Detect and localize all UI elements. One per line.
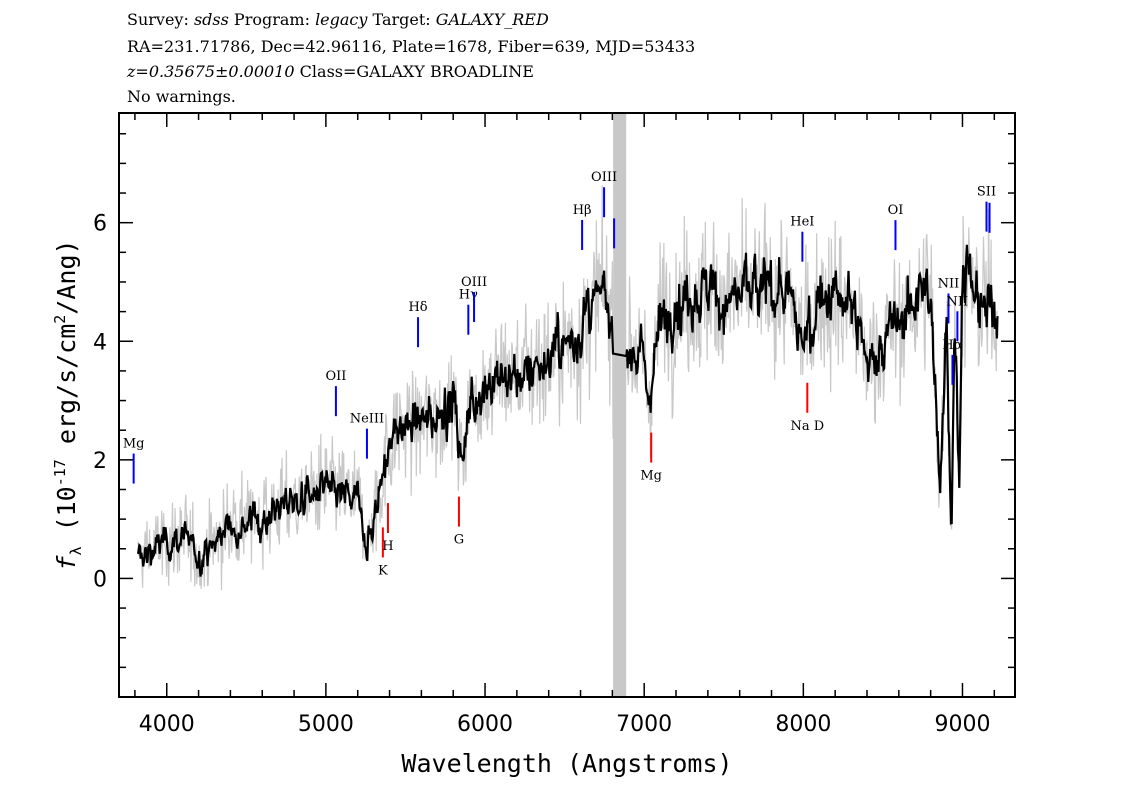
program-value: legacy: [315, 10, 368, 29]
x-tick-label: 8000: [775, 712, 831, 737]
y-tick-label: 4: [93, 330, 107, 355]
target-value: GALAXY_RED: [435, 10, 549, 29]
line-label: Hβ: [573, 203, 592, 218]
class: Class=GALAXY BROADLINE: [299, 62, 534, 81]
plot-frame: [118, 112, 1016, 698]
line-label: G: [454, 533, 464, 548]
x-tick-label: 5000: [298, 712, 354, 737]
redshift: z=0.35675±0.00010: [127, 62, 295, 81]
line-label: Mg: [640, 469, 662, 484]
header-line-1: Survey: sdss Program: legacy Target: GAL…: [127, 10, 549, 29]
survey-value: sdss: [193, 10, 229, 29]
line-label: Hα: [942, 338, 962, 353]
y-tick-label: 2: [93, 449, 107, 474]
line-label: OIII: [461, 275, 487, 290]
y-tick-label: 0: [93, 567, 107, 592]
line-label: NII: [938, 276, 960, 291]
line-label: H: [382, 539, 393, 554]
smoothed-flux-series: [137, 244, 999, 577]
header-line-4: No warnings.: [127, 87, 236, 106]
masked-region: [613, 113, 627, 697]
x-axis-label: Wavelength (Angstroms): [401, 749, 732, 778]
header-line-3: z=0.35675±0.00010 Class=GALAXY BROADLINE: [127, 62, 534, 81]
line-label: NeIII: [350, 412, 384, 427]
y-tick-label: 6: [93, 212, 107, 237]
header-line-2: RA=231.71786, Dec=42.96116, Plate=1678, …: [127, 37, 696, 56]
line-label: OIII: [591, 170, 617, 185]
line-label: SII: [977, 185, 996, 200]
survey-label: Survey:: [127, 10, 189, 29]
line-label: K: [378, 563, 388, 578]
line-label: Hδ: [408, 300, 427, 315]
x-tick-label: 6000: [457, 712, 513, 737]
y-axis-label: fλ (10-17 erg/s/cm2/Ang): [51, 239, 85, 570]
line-label: Na D: [790, 419, 824, 434]
x-tick-label: 7000: [616, 712, 672, 737]
line-label: HeI: [790, 215, 814, 230]
target-label: Target:: [372, 10, 431, 29]
line-label: OI: [888, 203, 904, 218]
x-tick-label: 9000: [934, 712, 990, 737]
line-label: OII: [325, 369, 346, 384]
line-label: Mg: [123, 437, 145, 452]
line-label: NII: [947, 294, 969, 309]
program-label: Program:: [233, 10, 310, 29]
x-tick-label: 4000: [139, 712, 195, 737]
